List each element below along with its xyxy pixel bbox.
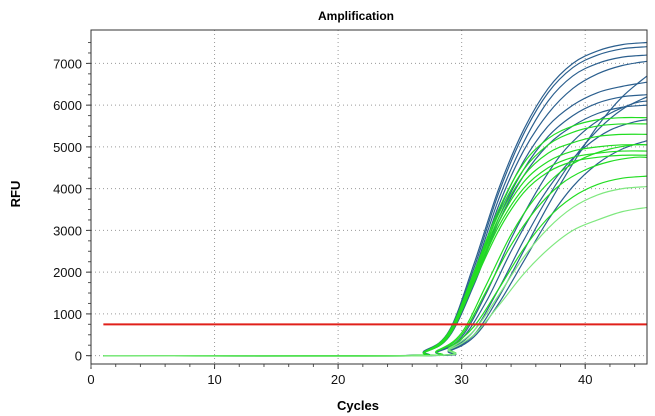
y-tick-label: 0	[75, 349, 82, 364]
y-tick-label: 7000	[53, 56, 82, 71]
series-lines	[103, 41, 648, 357]
plot-frame	[90, 29, 648, 365]
y-tick-label: 5000	[53, 140, 82, 155]
y-tick-label: 3000	[53, 223, 82, 238]
x-tick-label: 30	[454, 372, 468, 387]
chart-title: Amplification	[318, 9, 394, 23]
y-tick-label: 1000	[53, 307, 82, 322]
x-tick-label: 10	[207, 372, 221, 387]
x-tick-label: 20	[331, 372, 345, 387]
y-tick-label: 6000	[53, 98, 82, 113]
x-axis-label: Cycles	[337, 398, 379, 413]
x-tick-label: 0	[87, 372, 94, 387]
y-axis-label: RFU	[8, 181, 23, 208]
y-tick-label: 4000	[53, 182, 82, 197]
y-tick-label: 2000	[53, 265, 82, 280]
amplification-curve-green_light	[103, 206, 648, 357]
x-tick-label: 40	[578, 372, 592, 387]
